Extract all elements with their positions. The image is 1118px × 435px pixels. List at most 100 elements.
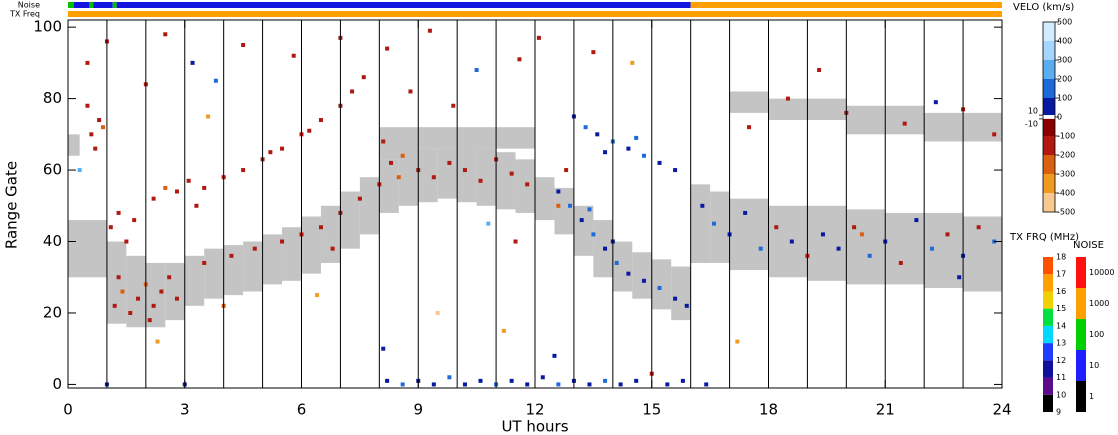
ground-scatter	[282, 227, 302, 281]
colorbar-bin	[1043, 115, 1055, 119]
ground-scatter	[379, 127, 419, 160]
echo	[657, 160, 662, 165]
ground-scatter	[496, 152, 516, 210]
echo	[591, 232, 596, 237]
echo	[556, 189, 561, 194]
echo	[361, 75, 366, 80]
status-segment	[68, 2, 74, 8]
colorbar-bin	[1076, 257, 1086, 288]
ground-scatter	[710, 191, 730, 263]
ground-scatter	[418, 127, 535, 149]
ground-scatter	[807, 205, 847, 281]
echo	[132, 218, 137, 223]
ground-scatter	[359, 177, 380, 235]
ground-scatter	[262, 234, 283, 285]
echo	[976, 225, 981, 230]
echo	[206, 114, 211, 119]
echo	[945, 232, 950, 237]
echo	[85, 103, 90, 108]
echo	[462, 168, 467, 173]
echo	[151, 196, 156, 201]
colorbar-tick-label: 16	[1056, 287, 1066, 296]
echo	[101, 125, 106, 130]
ground-scatter	[204, 248, 224, 299]
echo	[680, 378, 685, 383]
echo	[97, 118, 102, 123]
echo	[509, 171, 514, 176]
ground-scatter	[398, 152, 419, 206]
x-tick-label: 9	[413, 401, 423, 419]
echo	[194, 203, 199, 208]
echo	[914, 218, 919, 223]
colorbar-tick-label: 9	[1056, 408, 1061, 417]
echo	[151, 303, 156, 308]
colorbar-bin	[1043, 118, 1055, 136]
colorbar-tick-label: 1000	[1089, 299, 1109, 308]
status-label: Noise	[18, 1, 40, 10]
echo	[307, 128, 312, 133]
colorbar-tick-label: 10	[1089, 361, 1099, 370]
echo	[167, 275, 172, 280]
ground-scatter	[68, 134, 80, 156]
colorbar-tick-label: -300	[1057, 170, 1075, 179]
y-tick-label: 40	[43, 232, 62, 250]
ground-scatter	[379, 159, 399, 213]
echo	[202, 185, 207, 190]
echo	[673, 168, 678, 173]
echo	[108, 225, 113, 230]
colorbar-tick-label: -100	[1057, 132, 1075, 141]
colorbar-bin	[1043, 41, 1055, 60]
echo	[836, 246, 841, 251]
echo	[112, 303, 117, 308]
colorbar-tick-label: -200	[1057, 151, 1075, 160]
colorbar-tick-label: 200	[1057, 75, 1072, 84]
echo	[583, 125, 588, 130]
echo	[509, 378, 514, 383]
ground-scatter	[301, 216, 321, 274]
echo	[525, 382, 530, 387]
ground-scatter	[418, 148, 438, 203]
echo	[190, 60, 195, 65]
colorbar-bin	[1043, 60, 1055, 79]
x-tick-label: 18	[759, 401, 778, 419]
echo	[517, 57, 522, 62]
echo	[400, 153, 405, 158]
ground-scatter	[690, 184, 711, 263]
echo	[431, 382, 436, 387]
x-axis-title: UT hours	[501, 418, 568, 435]
echo	[381, 139, 386, 144]
echo	[155, 339, 160, 344]
echo	[318, 225, 323, 230]
echo	[147, 318, 152, 323]
echo	[556, 203, 561, 208]
echo	[789, 239, 794, 244]
echo	[486, 221, 491, 226]
colorbar-bin	[1043, 308, 1053, 326]
echo	[817, 68, 822, 73]
echo	[357, 196, 362, 201]
colorbar-bin	[1043, 291, 1053, 309]
echo	[758, 246, 763, 251]
echo	[603, 150, 608, 155]
echo	[641, 153, 646, 158]
ground-scatter	[671, 266, 691, 321]
echo	[536, 35, 541, 40]
echo	[587, 207, 592, 212]
echo	[280, 146, 285, 151]
echo	[902, 121, 907, 126]
colorbar-bin	[1043, 343, 1053, 361]
ground-scatter	[126, 255, 146, 328]
y-tick-label: 100	[33, 18, 62, 36]
colorbar-bin	[1043, 79, 1055, 98]
status-segment	[112, 2, 117, 8]
echo	[513, 239, 518, 244]
colorbar-bin	[1043, 22, 1055, 41]
echo	[213, 78, 218, 83]
echo	[124, 239, 129, 244]
ground-scatter	[145, 262, 166, 328]
echo	[120, 289, 125, 294]
x-tick-label: 12	[525, 401, 544, 419]
ground-scatter	[535, 177, 555, 221]
echo	[330, 246, 335, 251]
